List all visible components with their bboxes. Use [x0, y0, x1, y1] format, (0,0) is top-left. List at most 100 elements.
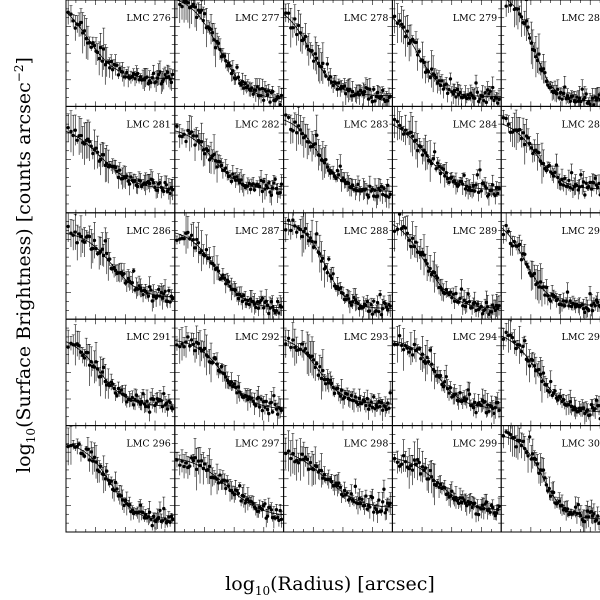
data-point: [100, 45, 104, 77]
data-point: [265, 185, 270, 191]
data-point: [397, 212, 402, 226]
data-point: [122, 263, 126, 284]
data-point: [415, 38, 420, 71]
data-point: [307, 128, 311, 156]
data-point: [412, 235, 417, 258]
marker: [497, 97, 501, 102]
data-point: [471, 174, 476, 197]
data-point: [588, 176, 592, 189]
marker: [316, 61, 321, 66]
data-point: [350, 81, 355, 102]
panel: LMC 284: [391, 105, 502, 214]
data-point: [293, 112, 297, 132]
data-points: [175, 212, 284, 320]
marker: [589, 187, 594, 191]
marker: [91, 151, 95, 156]
marker: [496, 306, 500, 311]
data-point: [354, 185, 359, 196]
data-point: [506, 227, 511, 235]
data-point: [224, 159, 228, 177]
marker: [127, 182, 132, 186]
marker: [475, 302, 480, 306]
data-point: [327, 256, 331, 262]
marker: [407, 41, 411, 46]
marker: [293, 120, 297, 124]
marker: [368, 309, 372, 313]
data-point: [71, 114, 75, 156]
data-point: [475, 87, 480, 97]
marker: [534, 55, 538, 59]
data-point: [95, 135, 100, 169]
marker: [451, 292, 455, 296]
marker: [466, 292, 470, 296]
data-point: [123, 74, 128, 80]
panel-label: LMC 285: [562, 119, 600, 130]
data-point: [182, 231, 186, 246]
data-point: [492, 90, 496, 107]
marker: [291, 26, 295, 30]
marker: [310, 49, 314, 53]
data-point: [99, 143, 103, 176]
marker: [504, 116, 508, 121]
marker: [337, 173, 341, 177]
marker: [375, 300, 380, 305]
data-point: [82, 15, 87, 47]
data-point: [279, 174, 284, 194]
marker: [504, 223, 508, 228]
data-point: [344, 82, 348, 105]
data-point: [438, 75, 443, 95]
marker: [216, 41, 221, 45]
data-point: [204, 234, 209, 265]
data-point: [229, 65, 234, 82]
marker: [467, 299, 472, 304]
data-point: [388, 191, 392, 198]
data-point: [532, 264, 537, 282]
data-point: [361, 82, 366, 106]
data-point: [86, 119, 90, 159]
marker: [315, 232, 319, 236]
marker: [461, 304, 465, 308]
marker: [251, 92, 255, 96]
marker: [447, 180, 451, 185]
marker: [375, 194, 380, 198]
data-point: [426, 60, 431, 83]
data-point: [382, 186, 386, 191]
marker: [149, 80, 153, 85]
panel-label: LMC 286: [126, 226, 170, 237]
marker: [302, 229, 306, 234]
data-point: [75, 224, 79, 261]
marker: [180, 134, 184, 139]
data-point: [519, 0, 524, 37]
panel: LMC 288: [283, 212, 393, 320]
marker: [386, 308, 390, 312]
marker: [410, 236, 415, 241]
marker: [583, 193, 587, 197]
data-point: [432, 142, 437, 161]
data-point: [126, 269, 130, 288]
marker: [368, 87, 372, 91]
marker: [268, 100, 272, 104]
data-point: [563, 303, 567, 309]
marker: [295, 32, 299, 37]
data-point: [207, 247, 212, 269]
marker: [102, 153, 106, 157]
data-point: [203, 9, 207, 18]
marker: [494, 96, 499, 100]
data-point: [563, 76, 567, 98]
data-point: [466, 180, 470, 200]
marker: [462, 173, 466, 177]
marker: [156, 72, 161, 77]
marker: [125, 174, 129, 178]
panel-label: LMC 287: [235, 226, 279, 237]
marker: [372, 299, 376, 303]
marker: [293, 224, 297, 228]
marker: [489, 310, 494, 314]
data-point: [524, 260, 529, 268]
marker: [129, 175, 133, 179]
marker: [526, 25, 530, 29]
marker: [592, 301, 596, 305]
data-point: [321, 42, 325, 84]
marker: [364, 187, 368, 191]
data-point: [149, 285, 153, 295]
marker: [261, 98, 266, 102]
